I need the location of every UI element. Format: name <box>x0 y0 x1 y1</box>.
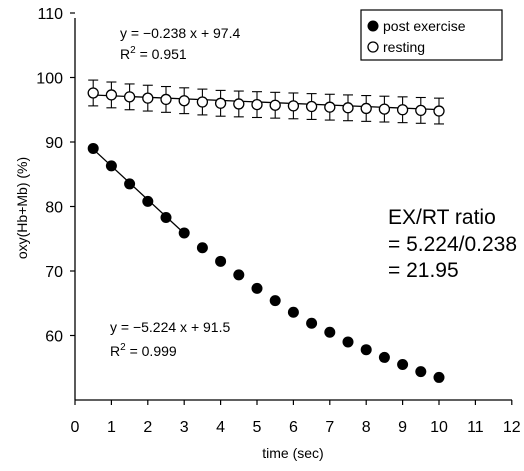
resting-point <box>178 95 190 107</box>
post-exercise-point <box>215 255 227 267</box>
fit-line-post-exercise <box>92 148 185 234</box>
ratio-title: EX/RT ratio <box>388 206 496 229</box>
post-exercise-equation: y = −5.224 x + 91.5 <box>110 319 230 335</box>
legend-marker-resting <box>367 41 379 53</box>
legend-label-resting: resting <box>383 39 425 55</box>
resting-equation: y = −0.238 x + 97.4 <box>120 25 240 41</box>
ratio-line-2: = 21.95 <box>388 259 459 282</box>
post-exercise-point <box>87 142 99 154</box>
post-exercise-point <box>306 317 318 329</box>
x-tick-label: 9 <box>398 419 407 436</box>
post-exercise-point <box>287 306 299 318</box>
x-tick-label: 11 <box>467 419 484 436</box>
resting-point <box>123 91 136 103</box>
resting-point <box>233 98 245 110</box>
post-exercise-point <box>178 227 190 239</box>
post-exercise-point <box>378 351 390 363</box>
resting-point <box>251 98 263 111</box>
post-exercise-point <box>433 371 445 383</box>
y-tick-label: 100 <box>36 71 63 88</box>
ratio-line-1: = 5.224/0.238 <box>388 233 517 256</box>
y-tick-label: 80 <box>45 200 63 217</box>
resting-point <box>142 92 154 104</box>
resting-point <box>305 100 318 113</box>
post-exercise-point <box>269 295 281 307</box>
post-exercise-point <box>233 269 245 281</box>
post-exercise-point <box>415 366 427 378</box>
x-tick-label: 10 <box>430 419 448 436</box>
resting-r2: R2 = 0.951 <box>120 45 187 62</box>
x-tick-label: 2 <box>143 419 152 436</box>
resting-point <box>214 97 227 109</box>
legend-marker-post-exercise <box>367 20 379 32</box>
resting-point <box>196 96 209 108</box>
x-tick-label: 1 <box>107 419 116 436</box>
post-exercise-point <box>360 344 372 356</box>
post-exercise-r2-prefix: R <box>110 343 120 359</box>
resting-r2-superscript: 2 <box>130 45 136 56</box>
data-points <box>87 87 445 383</box>
resting-point <box>105 89 118 101</box>
x-tick-label: 3 <box>180 419 189 436</box>
post-exercise-point <box>324 326 336 338</box>
legend: post exercise resting <box>360 9 503 61</box>
post-exercise-point <box>105 160 117 172</box>
legend-box <box>360 9 503 61</box>
legend-label-post-exercise: post exercise <box>383 18 466 34</box>
resting-point <box>160 93 172 106</box>
resting-point <box>287 100 300 112</box>
resting-point <box>324 101 336 113</box>
x-tick-label: 7 <box>325 419 334 436</box>
resting-point <box>378 103 391 115</box>
post-exercise-point <box>251 282 263 294</box>
x-tick-label: 8 <box>362 419 371 436</box>
post-exercise-point <box>142 195 154 207</box>
resting-point <box>396 104 409 116</box>
y-tick-label: 70 <box>45 264 63 281</box>
resting-r2-value: = 0.951 <box>136 46 187 62</box>
x-tick-label: 12 <box>503 419 521 436</box>
post-exercise-r2: R2 = 0.999 <box>110 342 177 359</box>
post-exercise-point <box>124 178 136 190</box>
y-tick-label: 60 <box>45 329 63 346</box>
x-tick-label: 4 <box>216 419 225 436</box>
x-axis-title: time (sec) <box>262 445 323 461</box>
post-exercise-point <box>196 242 208 254</box>
y-tick-label: 90 <box>45 135 63 152</box>
post-exercise-point <box>397 359 409 371</box>
resting-point <box>87 87 99 99</box>
post-exercise-r2-superscript: 2 <box>120 342 126 353</box>
resting-r2-prefix: R <box>120 46 130 62</box>
y-tick-label: 110 <box>37 6 63 23</box>
x-tick-label: 5 <box>253 419 262 436</box>
x-tick-label: 6 <box>289 419 298 436</box>
post-exercise-point <box>160 211 172 223</box>
resting-point <box>342 102 354 114</box>
tick-marks <box>70 12 513 405</box>
post-exercise-r2-value: = 0.999 <box>126 343 177 359</box>
resting-point <box>360 102 372 115</box>
post-exercise-point <box>342 336 354 348</box>
resting-point <box>433 105 445 117</box>
resting-point <box>415 104 427 117</box>
x-tick-label: 0 <box>71 419 80 436</box>
y-axis-title: oxy(Hb+Mb) (%) <box>14 157 30 259</box>
resting-point <box>269 99 281 111</box>
